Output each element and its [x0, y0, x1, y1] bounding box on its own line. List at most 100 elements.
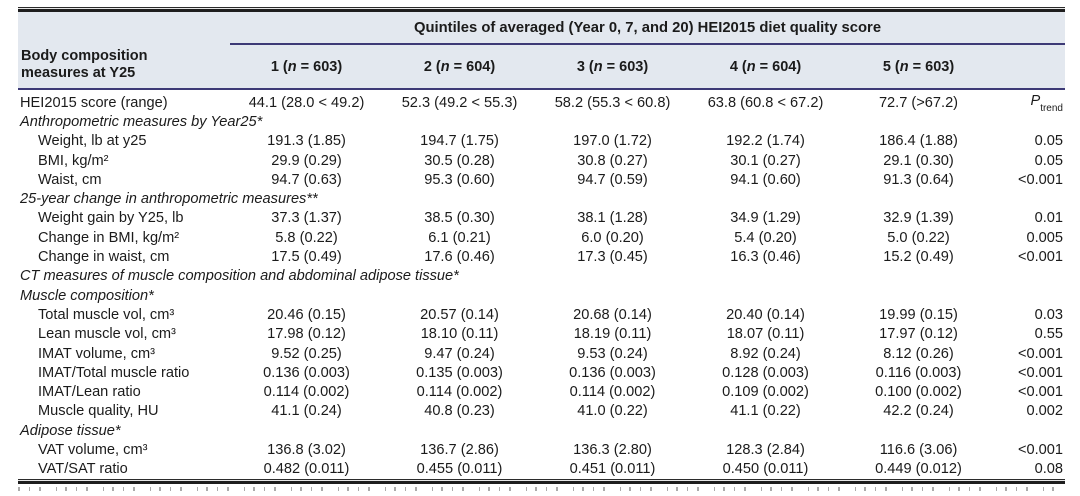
data-cell: 136.8 (3.02) — [267, 441, 346, 458]
data-cell: 20.57 (0.14) — [420, 306, 499, 323]
table-row: IMAT/Lean ratio 0.114 (0.002) 0.114 (0.002… — [18, 382, 1065, 401]
row-label: IMAT/Lean ratio — [38, 384, 141, 401]
table-row: Total muscle vol, cm³ 20.46 (0.15) 20.57 (… — [18, 305, 1065, 324]
quintile-header-row: 1 (n = 603) 2 (n = 604) 3 (n = 603) 4 (n = … — [230, 45, 1065, 88]
data-cell: 40.8 (0.23) — [424, 403, 495, 420]
data-cell: 94.7 (0.59) — [577, 171, 648, 188]
row-label: Change in BMI, kg/m² — [38, 229, 180, 246]
data-cell: 17.6 (0.46) — [424, 249, 495, 266]
table-row: VAT/SAT ratio 0.482 (0.011) 0.455 (0.011) 0… — [18, 460, 1065, 479]
data-cell: 8.92 (0.24) — [730, 345, 801, 362]
data-cell: 116.6 (3.06) — [879, 441, 958, 458]
p-trend-header: Ptrend — [1030, 93, 1063, 115]
section-row: Anthropometric measures by Year25* — [18, 112, 1065, 131]
p-value-cell: 0.05 — [1034, 133, 1063, 150]
data-cell: 8.12 (0.26) — [883, 345, 954, 362]
data-cell: 194.7 (1.75) — [420, 133, 499, 150]
p-value-cell: <0.001 — [1017, 441, 1063, 458]
row-label: Total muscle vol, cm³ — [38, 306, 175, 323]
data-cell: 16.3 (0.46) — [730, 249, 801, 266]
section-label: 25-year change in anthropometric measure… — [20, 191, 318, 208]
data-cell: 18.19 (0.11) — [573, 326, 652, 343]
quintile-column-header: 3 (n = 603) — [576, 58, 649, 75]
data-cell: 58.2 (55.3 < 60.8) — [554, 94, 671, 111]
data-cell: 0.482 (0.011) — [263, 461, 350, 478]
p-value-cell: 0.05 — [1034, 152, 1063, 169]
data-cell: 0.451 (0.011) — [569, 461, 656, 478]
data-cell: 95.3 (0.60) — [424, 171, 495, 188]
data-cell: 37.3 (1.37) — [271, 210, 342, 227]
data-cell: 52.3 (49.2 < 55.3) — [401, 94, 518, 111]
data-cell: 20.46 (0.15) — [267, 306, 346, 323]
table-row: HEI2015 score (range) 44.1 (28.0 < 49.2) 5… — [18, 93, 1065, 115]
data-cell: 72.7 (>67.2) — [878, 94, 959, 111]
data-cell: 9.53 (0.24) — [577, 345, 648, 362]
section-label: Anthropometric measures by Year25* — [20, 113, 263, 130]
data-cell: 0.109 (0.002) — [722, 384, 809, 401]
data-cell: 186.4 (1.88) — [879, 133, 958, 150]
data-cell: 41.1 (0.22) — [730, 403, 801, 420]
data-cell: 19.99 (0.15) — [879, 306, 958, 323]
data-cell: 0.114 (0.002) — [416, 384, 503, 401]
row-label: Muscle quality, HU — [38, 403, 159, 420]
data-cell: 5.0 (0.22) — [887, 229, 950, 246]
row-label: Waist, cm — [38, 171, 102, 188]
data-cell: 0.449 (0.012) — [875, 461, 962, 478]
data-cell: 128.3 (2.84) — [726, 441, 805, 458]
data-cell: 0.128 (0.003) — [722, 364, 809, 381]
data-cell: 30.5 (0.28) — [424, 152, 495, 169]
table-row: Weight, lb at y25 191.3 (1.85) 194.7 (1.75… — [18, 132, 1065, 151]
data-cell: 20.40 (0.14) — [726, 306, 805, 323]
spanner-title: Quintiles of averaged (Year 0, 7, and 20… — [413, 20, 882, 36]
table-row: VAT volume, cm³ 136.8 (3.02) 136.7 (2.86) 1… — [18, 440, 1065, 459]
data-cell: 29.1 (0.30) — [883, 152, 954, 169]
data-cell: 0.116 (0.003) — [875, 364, 962, 381]
data-cell: 44.1 (28.0 < 49.2) — [248, 94, 365, 111]
data-cell: 17.97 (0.12) — [879, 326, 958, 343]
table-body: HEI2015 score (range) 44.1 (28.0 < 49.2) 5… — [18, 90, 1065, 479]
p-value-cell: 0.55 — [1034, 326, 1063, 343]
data-cell: 9.47 (0.24) — [424, 345, 495, 362]
header-body-divider — [18, 88, 1065, 90]
data-cell: 20.68 (0.14) — [573, 306, 652, 323]
data-cell: 5.8 (0.22) — [275, 229, 338, 246]
p-value-cell: <0.001 — [1017, 171, 1063, 188]
section-row: 25-year change in anthropometric measure… — [18, 189, 1065, 208]
p-value-cell: 0.005 — [1026, 229, 1063, 246]
data-cell: 6.0 (0.20) — [581, 229, 644, 246]
table-row: IMAT volume, cm³ 9.52 (0.25) 9.47 (0.24) 9.… — [18, 344, 1065, 363]
data-cell: 17.5 (0.49) — [271, 249, 342, 266]
p-value-cell: 0.08 — [1034, 461, 1063, 478]
data-cell: 94.7 (0.63) — [271, 171, 342, 188]
data-cell: 0.450 (0.011) — [722, 461, 809, 478]
data-cell: 94.1 (0.60) — [730, 171, 801, 188]
data-cell: 32.9 (1.39) — [883, 210, 954, 227]
table-row: Muscle quality, HU 41.1 (0.24) 40.8 (0.23)… — [18, 402, 1065, 421]
section-label: CT measures of muscle composition and ab… — [20, 268, 459, 285]
section-row: Muscle composition* — [18, 286, 1065, 305]
data-cell: 136.7 (2.86) — [420, 441, 499, 458]
clipped-footnote — [18, 486, 1055, 491]
p-value-cell: <0.001 — [1017, 364, 1063, 381]
row-label: HEI2015 score (range) — [20, 94, 168, 111]
row-label: IMAT volume, cm³ — [38, 345, 156, 362]
data-cell: 38.5 (0.30) — [424, 210, 495, 227]
data-cell: 0.100 (0.002) — [875, 384, 962, 401]
quintile-column-header: 1 (n = 603) — [270, 58, 343, 75]
data-cell: 197.0 (1.72) — [573, 133, 652, 150]
data-cell: 63.8 (60.8 < 67.2) — [707, 94, 824, 111]
data-cell: 0.114 (0.002) — [569, 384, 656, 401]
row-label: IMAT/Total muscle ratio — [38, 364, 190, 381]
data-cell: 0.136 (0.003) — [263, 364, 350, 381]
table-top-border — [18, 7, 1065, 12]
data-cell: 91.3 (0.64) — [883, 171, 954, 188]
p-value-cell: 0.002 — [1026, 403, 1063, 420]
section-label: Muscle composition* — [20, 287, 154, 304]
table-bottom-border — [18, 478, 1065, 484]
data-cell: 192.2 (1.74) — [726, 133, 805, 150]
table-row: Change in BMI, kg/m² 5.8 (0.22) 6.1 (0.21)… — [18, 228, 1065, 247]
data-cell: 17.98 (0.12) — [267, 326, 346, 343]
data-cell: 5.4 (0.20) — [734, 229, 797, 246]
data-cell: 9.52 (0.25) — [271, 345, 342, 362]
quintile-column-header: 4 (n = 604) — [729, 58, 802, 75]
